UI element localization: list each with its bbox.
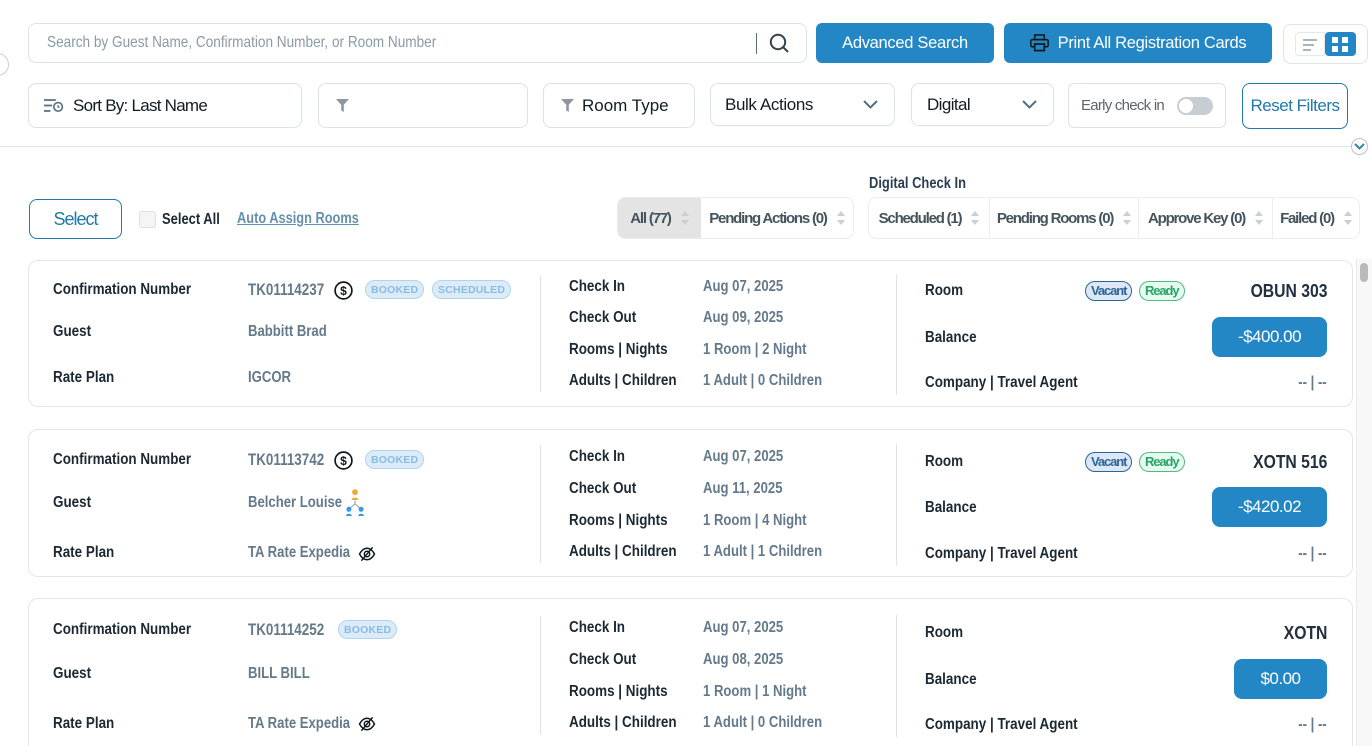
svg-text:$: $: [340, 284, 347, 298]
svg-text:$: $: [340, 454, 347, 468]
